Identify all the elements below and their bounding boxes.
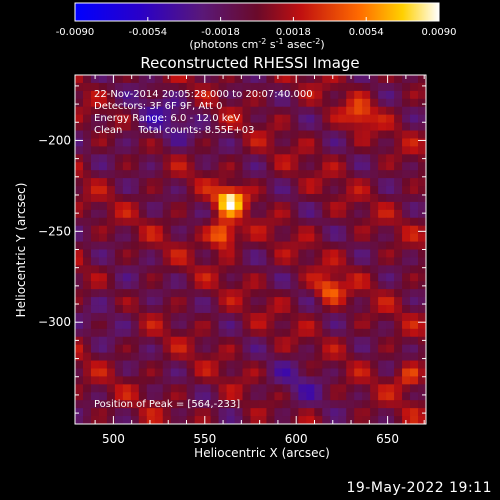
axis-ticks: 500 550 600 650 −200 −250 −300: [38, 75, 426, 446]
info-line-time: 22-Nov-2014 20:05:28.000 to 20:07:40.000: [94, 89, 313, 100]
info-line-detectors: Detectors: 3F 6F 9F, Att 0: [94, 101, 222, 112]
y-tick-label: −300: [38, 315, 71, 329]
peak-position-label: Position of Peak = [564,-233]: [94, 399, 240, 410]
colorbar-tick-label: -0.0054: [128, 27, 167, 38]
colorbar-tick-label: 0.0054: [349, 27, 384, 38]
plot-title: Reconstructed RHESSI Image: [140, 54, 359, 72]
y-tick-label: −200: [38, 133, 71, 147]
info-block: 22-Nov-2014 20:05:28.000 to 20:07:40.000…: [94, 89, 313, 136]
info-line-energy: Energy Range: 6.0 - 12.0 keV: [94, 113, 240, 124]
colorbar-tick-label: 0.0018: [276, 27, 311, 38]
colorbar-ticks: -0.0090 -0.0054 -0.0018 0.0018 0.0054 0.0090: [56, 17, 457, 38]
colorbar: [74, 2, 440, 22]
x-axis-label: Heliocentric X (arcsec): [194, 446, 330, 460]
colorbar-tick-label: 0.0090: [422, 27, 457, 38]
colorbar-tick-label: -0.0018: [201, 27, 240, 38]
x-tick-label: 650: [376, 432, 399, 446]
heatmap-image: [75, 75, 426, 424]
info-line-clean: Clean Total counts: 8.55E+03: [94, 125, 254, 136]
x-tick-label: 550: [193, 432, 216, 446]
x-tick-label: 600: [285, 432, 308, 446]
colorbar-tick-label: -0.0090: [56, 27, 95, 38]
x-tick-label: 500: [102, 432, 125, 446]
y-axis-label: Heliocentric Y (arcsec): [14, 183, 28, 318]
colorbar-units: (photons cm-2 s-1 asec-2): [189, 37, 324, 51]
footer-timestamp: 19-May-2022 19:11: [346, 480, 492, 496]
y-tick-label: −250: [38, 224, 71, 238]
